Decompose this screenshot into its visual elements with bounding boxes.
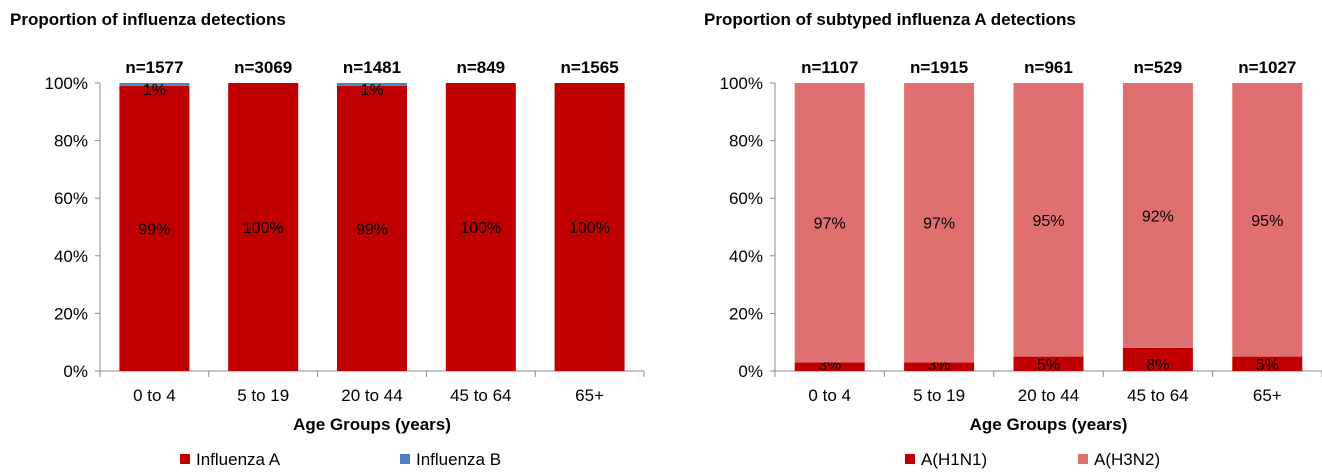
bar-segment-influenza-b bbox=[337, 83, 407, 86]
total-label: n=1027 bbox=[1238, 58, 1296, 77]
legend-label: Influenza A bbox=[196, 450, 281, 469]
y-tick-label: 100% bbox=[45, 74, 88, 93]
legend-label: A(H1N1) bbox=[921, 450, 987, 469]
y-tick-label: 60% bbox=[54, 189, 88, 208]
data-label: 95% bbox=[1032, 213, 1064, 230]
x-tick-label: 20 to 44 bbox=[341, 386, 402, 405]
data-label: 5% bbox=[1037, 357, 1060, 374]
y-tick-label: 80% bbox=[54, 132, 88, 151]
data-label: 99% bbox=[138, 221, 170, 238]
bar-segment-a-h3n2 bbox=[794, 83, 865, 363]
y-tick-label: 40% bbox=[729, 247, 763, 266]
data-label: 92% bbox=[1142, 208, 1174, 225]
chart-title: Proportion of influenza detections bbox=[10, 10, 286, 29]
x-tick-label: 5 to 19 bbox=[913, 386, 965, 405]
bar-segment-influenza-a bbox=[119, 85, 190, 371]
bar-segment-a-h1n1 bbox=[1013, 356, 1084, 371]
legend-label: A(H3N2) bbox=[1094, 450, 1160, 469]
data-label: 99% bbox=[356, 221, 388, 238]
total-label: n=1915 bbox=[910, 58, 968, 77]
data-label: 95% bbox=[1251, 213, 1283, 230]
chart-title: Proportion of subtyped influenza A detec… bbox=[704, 10, 1076, 29]
x-axis-title: Age Groups (years) bbox=[970, 415, 1128, 434]
data-label: 97% bbox=[923, 216, 955, 233]
chart-panel-influenza-detections: Proportion of influenza detections 0% 20%… bbox=[10, 10, 645, 469]
legend-swatch bbox=[180, 454, 190, 464]
data-label: 97% bbox=[814, 216, 846, 233]
data-label: 100% bbox=[243, 220, 284, 237]
bar-segment-influenza-a bbox=[228, 83, 299, 371]
x-tick-label: 20 to 44 bbox=[1018, 386, 1079, 405]
legend-swatch bbox=[905, 454, 915, 464]
x-tick-label: 45 to 64 bbox=[1127, 386, 1188, 405]
bar-segment-a-h3n2 bbox=[904, 83, 975, 363]
stacked-bar-chart: 0% 20% 40% 60% 80% 100% 99% 1% n=1577 0 to 4 100% n… bbox=[45, 58, 645, 469]
y-tick-label: 60% bbox=[729, 189, 763, 208]
data-label: 8% bbox=[1146, 357, 1169, 374]
data-label: 1% bbox=[360, 82, 383, 99]
bar-segment-influenza-a bbox=[445, 83, 516, 371]
data-label: 1% bbox=[143, 82, 166, 99]
chart-panel-subtyped-influenza-a: Proportion of subtyped influenza A detec… bbox=[661, 0, 1322, 472]
bar-segment-a-h3n2 bbox=[1232, 83, 1303, 357]
x-tick-label: 0 to 4 bbox=[808, 386, 851, 405]
total-label: n=1565 bbox=[561, 58, 619, 77]
data-label: 100% bbox=[460, 220, 501, 237]
x-axis-title: Age Groups (years) bbox=[293, 415, 451, 434]
total-label: n=529 bbox=[1134, 58, 1183, 77]
x-tick-label: 65+ bbox=[1253, 386, 1282, 405]
bar-segment-a-h1n1 bbox=[1122, 347, 1193, 371]
total-label: n=1577 bbox=[125, 58, 183, 77]
legend-swatch bbox=[1078, 454, 1088, 464]
x-tick-label: 5 to 19 bbox=[237, 386, 289, 405]
x-tick-label: 45 to 64 bbox=[450, 386, 511, 405]
y-tick-label: 0% bbox=[63, 362, 88, 381]
bar-segment-a-h3n2 bbox=[1013, 83, 1084, 357]
total-label: n=849 bbox=[456, 58, 505, 77]
bar-segment-influenza-b bbox=[119, 83, 190, 86]
x-tick-label: 0 to 4 bbox=[133, 386, 176, 405]
data-label: 100% bbox=[569, 220, 610, 237]
bar-segment-a-h3n2 bbox=[1122, 83, 1193, 348]
y-tick-label: 20% bbox=[54, 304, 88, 323]
y-tick-label: 20% bbox=[729, 304, 763, 323]
bar-segment-a-h1n1 bbox=[794, 362, 865, 371]
total-label: n=3069 bbox=[234, 58, 292, 77]
bar-segment-a-h1n1 bbox=[904, 362, 975, 371]
bar-segment-a-h1n1 bbox=[1232, 356, 1303, 371]
y-tick-label: 0% bbox=[738, 362, 763, 381]
total-label: n=961 bbox=[1024, 58, 1073, 77]
y-tick-label: 40% bbox=[54, 247, 88, 266]
y-tick-label: 100% bbox=[720, 74, 763, 93]
y-tick-label: 80% bbox=[729, 132, 763, 151]
legend-label: Influenza B bbox=[416, 450, 501, 469]
data-label: 5% bbox=[1256, 357, 1279, 374]
x-tick-label: 65+ bbox=[575, 386, 604, 405]
bar-segment-influenza-a bbox=[554, 83, 625, 371]
total-label: n=1107 bbox=[801, 58, 858, 77]
total-label: n=1481 bbox=[343, 58, 401, 77]
legend-swatch bbox=[400, 454, 410, 464]
bar-segment-influenza-a bbox=[337, 85, 407, 371]
